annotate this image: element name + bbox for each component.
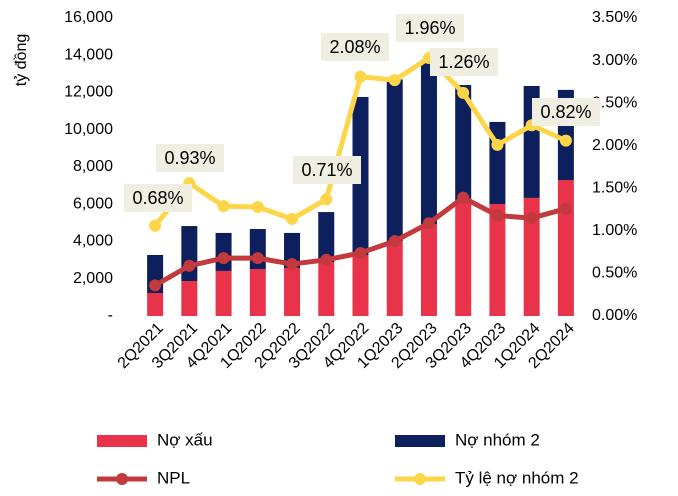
line-marker	[525, 212, 538, 225]
y2-tick-label: 2.00%	[592, 137, 637, 154]
annotation: 0.93%	[164, 148, 215, 168]
annotation: 1.26%	[438, 52, 489, 72]
line-marker	[491, 209, 504, 222]
bar	[455, 199, 472, 316]
legend-label: Nợ nhóm 2	[455, 430, 540, 449]
bar	[147, 292, 164, 316]
line-marker	[457, 86, 470, 99]
line-marker	[251, 201, 264, 214]
line-marker	[422, 217, 435, 230]
annotation-box	[532, 98, 600, 126]
bar	[215, 232, 232, 271]
line-marker	[251, 252, 264, 265]
bar	[523, 197, 540, 316]
bar	[557, 180, 574, 316]
bar	[249, 269, 266, 316]
annotation-box	[124, 184, 192, 212]
bar	[455, 85, 472, 200]
legend-swatch	[395, 435, 445, 447]
legend-label: NPL	[157, 468, 190, 487]
legend-label: Tỷ lệ nợ nhóm 2	[455, 468, 579, 487]
y2-tick-label: 1.00%	[592, 222, 637, 239]
y-axis-label: tỷ đồng	[13, 34, 30, 86]
bar	[489, 204, 506, 316]
line-marker	[183, 259, 196, 272]
annotation: 0.82%	[540, 102, 591, 122]
annotation: 2.08%	[329, 37, 380, 57]
y2-tick-label: 0.00%	[592, 307, 637, 324]
bar	[284, 267, 301, 316]
line-marker	[286, 258, 299, 271]
bar	[181, 226, 198, 281]
line-marker	[559, 134, 572, 147]
y2-tick-label: 0.50%	[592, 265, 637, 282]
line-marker	[559, 202, 572, 215]
y2-tick-label: 1.50%	[592, 180, 637, 197]
y-tick-label: 16,000	[64, 9, 113, 26]
bar	[420, 59, 437, 224]
y2-tick-label: 3.50%	[592, 9, 637, 26]
bar	[181, 280, 198, 316]
y-tick-label: -	[108, 307, 113, 324]
bar	[386, 79, 403, 241]
y-tick-label: 4,000	[73, 233, 113, 250]
bar	[352, 255, 369, 316]
line-marker	[149, 219, 162, 232]
line-marker	[217, 252, 230, 265]
line-marker	[457, 191, 470, 204]
y-tick-label: 6,000	[73, 195, 113, 212]
annotation-box	[156, 144, 224, 172]
y2-tick-label: 2.50%	[592, 94, 637, 111]
line-marker	[217, 200, 230, 213]
legend-marker	[414, 473, 426, 485]
annotation: 1.96%	[404, 18, 455, 38]
annotation: 0.71%	[301, 160, 352, 180]
annotation: 0.68%	[132, 188, 183, 208]
line-marker	[388, 74, 401, 87]
line-marker	[320, 193, 333, 206]
annotation-box	[293, 156, 361, 184]
y-tick-label: 10,000	[64, 121, 113, 138]
line-marker	[354, 70, 367, 83]
annotation-box	[321, 33, 389, 61]
bar	[420, 223, 437, 316]
bar	[318, 212, 335, 262]
y-tick-label: 2,000	[73, 270, 113, 287]
line-marker	[388, 235, 401, 248]
bar	[215, 270, 232, 316]
annotation-box	[396, 14, 464, 42]
y-tick-label: 8,000	[73, 158, 113, 175]
y2-tick-label: 3.00%	[592, 52, 637, 69]
legend-label: Nợ xấu	[157, 430, 213, 449]
legend-swatch	[97, 435, 147, 447]
legend-marker	[116, 473, 128, 485]
bar	[386, 240, 403, 316]
bar	[318, 261, 335, 316]
y-tick-label: 12,000	[64, 84, 113, 101]
line-marker	[491, 138, 504, 151]
line-marker	[149, 279, 162, 292]
y-tick-label: 14,000	[64, 46, 113, 63]
bar	[284, 232, 301, 268]
annotation-box	[430, 48, 498, 76]
line-marker	[320, 253, 333, 266]
line-marker	[354, 246, 367, 259]
line-marker	[286, 212, 299, 225]
